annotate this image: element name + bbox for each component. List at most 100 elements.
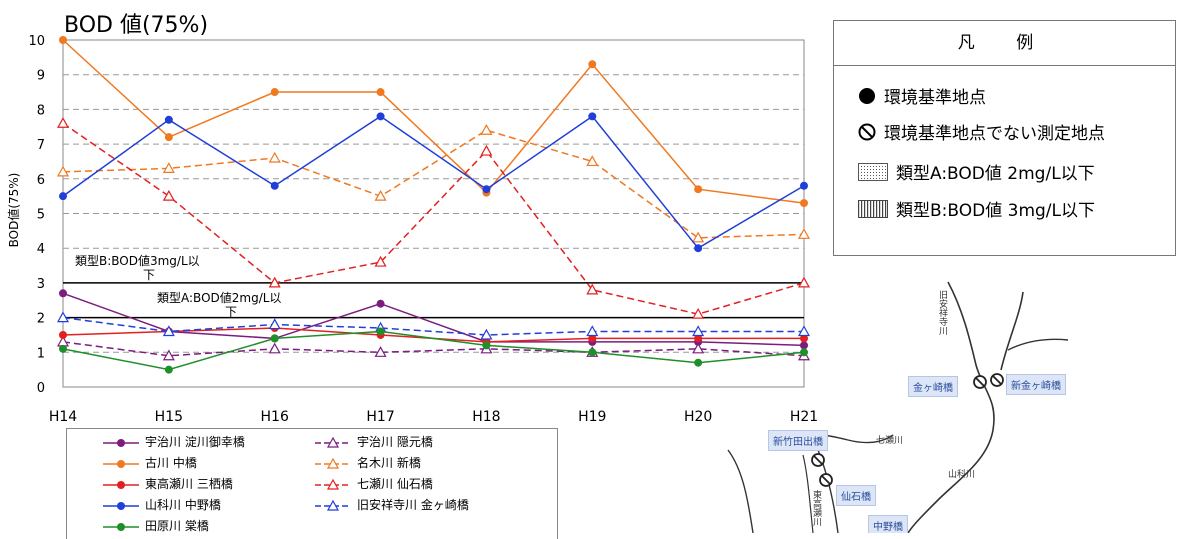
series-line — [62, 292, 805, 347]
y-tick-label: 4 — [37, 242, 45, 257]
data-point — [588, 60, 597, 69]
series-宇治川 隠元橋 — [56, 335, 811, 361]
series-line — [62, 129, 805, 239]
data-point — [59, 192, 67, 201]
series-line — [62, 341, 805, 357]
y-axis-label: BOD値(75%) — [6, 173, 21, 248]
legend-item-label: 類型A:BOD値 2mg/L以下 — [896, 164, 1095, 184]
data-point — [797, 325, 811, 337]
series-swatch — [103, 438, 139, 447]
legend-item-label: 環境基準地点 — [884, 88, 986, 108]
data-point — [59, 330, 67, 339]
y-tick-label: 1 — [37, 346, 45, 361]
axes: 0 1 2 3 4 5 6 7 8 9 10 H14 H15 H16 H17 H18 H19 H20 H21 — [28, 34, 818, 425]
reference-label: 類型A:BOD値2mg/L以下 — [157, 290, 281, 319]
data-point — [800, 341, 808, 350]
series-山科川 中野橋 — [59, 112, 808, 253]
series-legend-item: 古川 中橋 — [103, 454, 197, 471]
x-tick-label: H15 — [155, 409, 183, 425]
data-point — [270, 181, 279, 190]
map-label: 仙石橋 — [836, 485, 876, 506]
series-legend-item: 七瀬川 仙石橋 — [315, 475, 433, 492]
legend-item-label: 類型B:BOD値 3mg/L以下 — [896, 201, 1095, 221]
series-legend-label: 東高瀬川 三栖橋 — [145, 477, 233, 491]
data-point — [270, 88, 279, 97]
series-swatch — [315, 478, 351, 490]
series-legend-item: 宇治川 淀川御幸橋 — [103, 433, 245, 450]
series-swatch — [103, 459, 139, 468]
map-river-label: 東高瀬川 — [811, 490, 821, 526]
series-swatch — [103, 522, 139, 531]
map-label: 新竹田出橋 — [768, 430, 828, 451]
data-point — [162, 162, 175, 173]
prohibited-circle-icon — [858, 123, 876, 146]
data-point — [164, 365, 173, 374]
series-legend-label: 山科川 中野橋 — [145, 498, 221, 512]
data-point — [586, 325, 599, 337]
data-point — [270, 334, 279, 343]
x-tick-label: H18 — [472, 409, 500, 425]
series-legend-label: 七瀬川 仙石橋 — [357, 477, 433, 491]
prohibited-circle-icon — [819, 473, 833, 487]
data-point — [164, 115, 173, 124]
striped-swatch-icon — [858, 199, 888, 223]
prohibited-circle-icon — [973, 375, 987, 389]
prohibited-circle-icon — [990, 373, 1004, 387]
data-point — [376, 327, 385, 336]
series-legend: 宇治川 淀川御幸橋 宇治川 隠元橋古川 中橋 名木川 新橋東高瀬川 三栖橋 七瀬川 仙… — [66, 428, 558, 539]
y-tick-label: 9 — [37, 69, 45, 84]
y-tick-label: 2 — [37, 312, 45, 327]
data-point — [692, 231, 705, 243]
legend-title: 凡 例 — [834, 21, 1175, 66]
data-point — [56, 117, 70, 128]
data-point — [162, 349, 175, 361]
legend-item-label: 環境基準地点でない測定地点 — [884, 124, 1105, 144]
data-point — [59, 344, 67, 353]
reference-label: 類型B:BOD値3mg/L以下 — [75, 253, 200, 282]
series-swatch — [103, 480, 139, 489]
data-point — [376, 299, 385, 308]
data-point — [374, 255, 387, 267]
river-map: 金ヶ崎橋 新金ヶ崎橋 新竹田出橋 仙石橋 中野橋 旧安祥寺川 七瀬川 山科川 東… — [708, 270, 1182, 533]
y-tick-label: 7 — [37, 138, 45, 153]
chart-title: BOD 値(75%) — [64, 13, 208, 38]
data-point — [797, 228, 811, 239]
x-tick-label: H17 — [366, 409, 394, 425]
data-point — [800, 348, 808, 357]
legend-panel: 凡 例 環境基準地点 環境基準地点でない測定地点 類型A:BOD値 2mg/L以… — [833, 20, 1176, 256]
data-point — [480, 123, 493, 135]
dotted-swatch-icon — [858, 162, 888, 186]
series-line — [62, 115, 805, 250]
y-tick-label: 8 — [37, 103, 45, 118]
data-point — [374, 189, 387, 201]
data-point — [692, 307, 705, 319]
data-point — [162, 325, 175, 337]
data-point — [692, 325, 705, 337]
data-point — [480, 144, 493, 156]
series-swatch — [103, 501, 139, 510]
series-legend-label: 名木川 新橋 — [357, 456, 421, 470]
series-swatch — [315, 436, 351, 448]
series-legend-item: 東高瀬川 三栖橋 — [103, 475, 233, 492]
y-tick-label: 10 — [28, 34, 45, 49]
series-legend-label: 宇治川 隠元橋 — [357, 435, 433, 449]
series-legend-item: 旧安祥寺川 金ヶ崎橋 — [315, 496, 469, 513]
data-point — [482, 341, 491, 350]
data-point — [164, 133, 173, 142]
x-tick-label: H14 — [49, 409, 77, 425]
y-tick-label: 5 — [37, 208, 45, 223]
legend-item-type-b: 類型B:BOD値 3mg/L以下 — [858, 196, 1095, 223]
data-point — [588, 348, 597, 357]
series-七瀬川 仙石橋 — [56, 117, 811, 319]
data-point — [800, 181, 808, 190]
series-layer — [56, 36, 811, 374]
series-田原川 棠橋 — [59, 327, 808, 374]
series-swatch — [315, 457, 351, 469]
data-point — [162, 189, 175, 201]
data-point — [588, 334, 597, 343]
data-point — [268, 276, 281, 288]
data-point — [374, 346, 387, 357]
series-legend-label: 古川 中橋 — [145, 456, 197, 470]
data-point — [694, 358, 703, 367]
